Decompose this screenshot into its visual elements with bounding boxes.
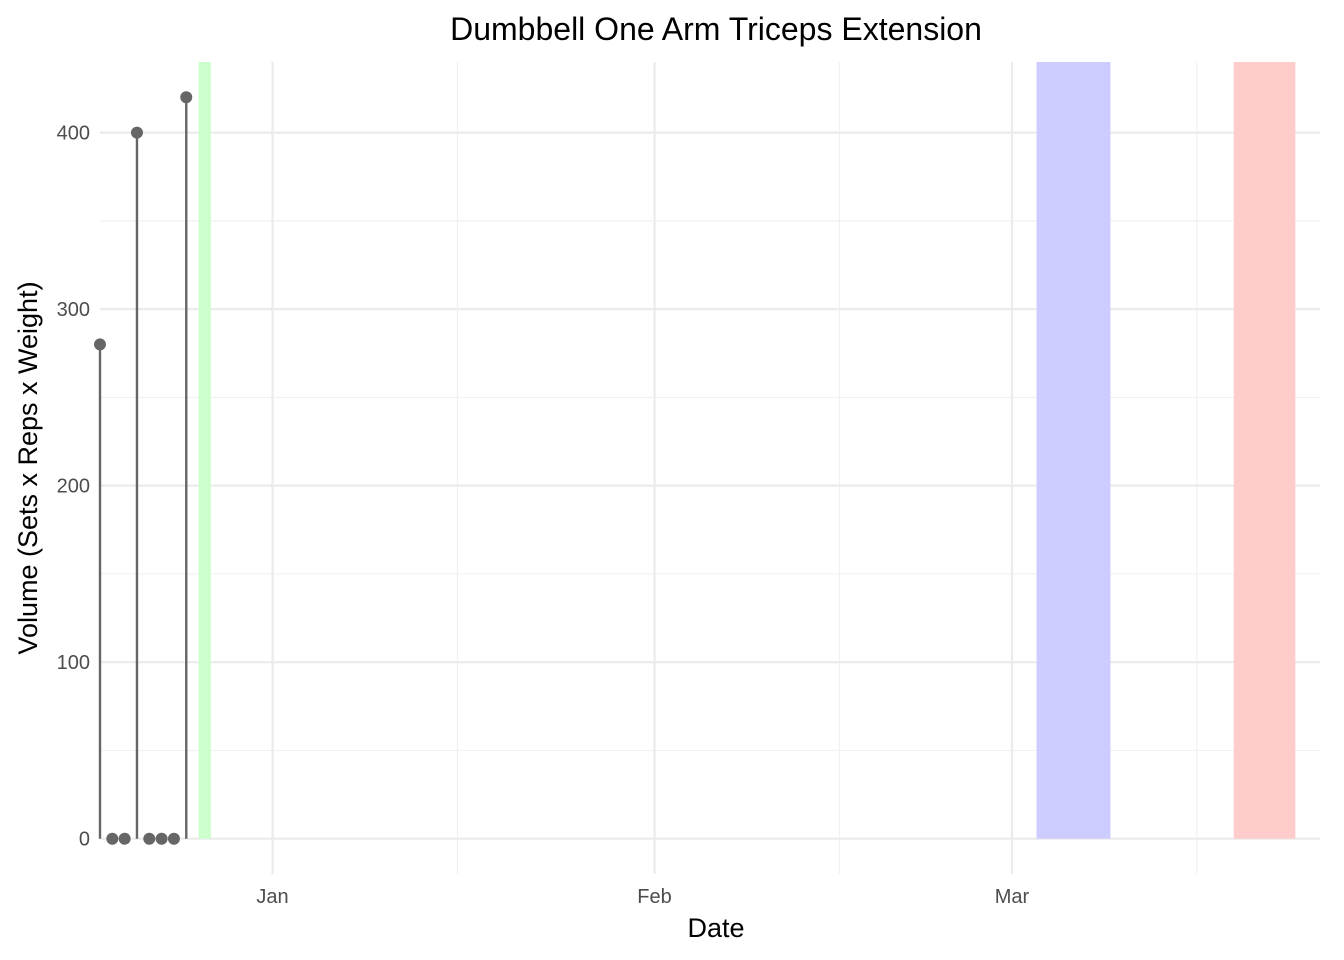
data-point [180,91,193,104]
y-tick-label: 400 [57,123,90,145]
chart-title: Dumbbell One Arm Triceps Extension [450,11,982,47]
data-point [118,832,131,845]
y-tick-label: 100 [57,652,90,674]
major-gridlines [100,62,1320,874]
y-tick-label: 300 [57,299,90,321]
data-point [130,126,143,139]
data-point [143,832,156,845]
highlight-bands [198,62,1296,839]
y-tick-label: 0 [79,829,90,851]
lollipop-points [94,91,193,845]
minor-gridlines [100,62,1320,874]
data-point [106,832,119,845]
y-tick-label: 200 [57,476,90,498]
x-axis-label: Date [687,913,744,943]
data-point [155,832,168,845]
highlight-band [1036,62,1111,839]
x-tick-label: Feb [637,886,671,908]
x-tick-label: Jan [256,886,288,908]
highlight-band [198,62,211,839]
data-point [167,832,180,845]
y-tick-labels: 0 100 200 300 400 [57,123,90,851]
lollipop-stems [98,97,188,839]
highlight-band [1233,62,1296,839]
y-axis-label: Volume (Sets x Reps x Weight) [13,281,43,654]
data-point [94,338,106,351]
x-tick-label: Mar [995,886,1030,908]
x-tick-labels: Jan Feb Mar [256,886,1029,908]
